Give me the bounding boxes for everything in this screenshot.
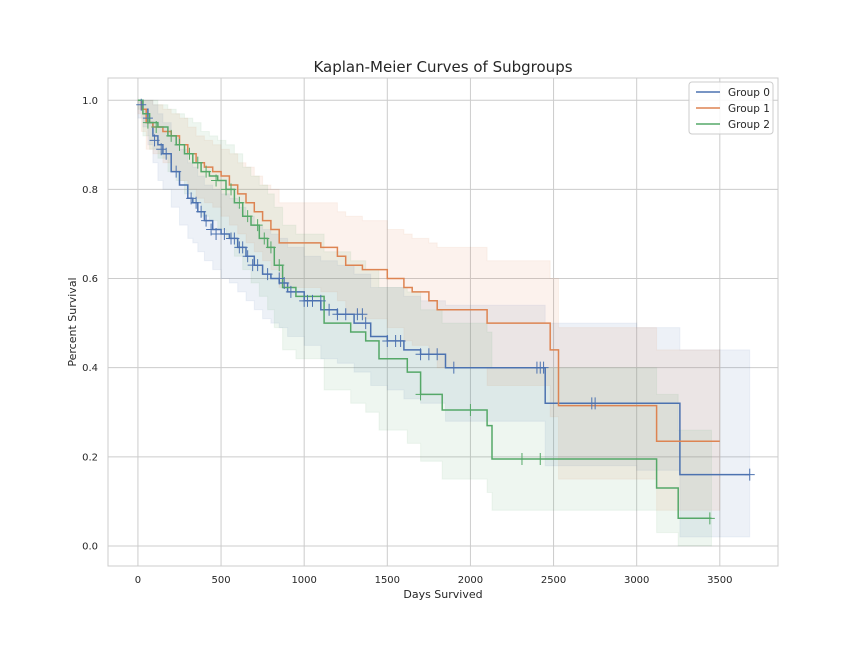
y-tick-label: 0.0 xyxy=(82,541,98,552)
x-tick-label: 500 xyxy=(212,575,231,586)
confidence-band xyxy=(137,99,751,538)
y-tick-label: 0.6 xyxy=(82,274,98,285)
x-tick-label: 1500 xyxy=(375,575,400,586)
censor-mark xyxy=(744,468,755,481)
censor-mark xyxy=(191,196,202,209)
censor-mark xyxy=(136,98,147,111)
censor-mark xyxy=(538,361,549,374)
censor-mark xyxy=(315,294,326,307)
censor-mark xyxy=(465,404,476,417)
x-axis-ticks: 0 500 1000 1500 2000 2500 3000 3500 xyxy=(135,575,733,586)
censor-mark xyxy=(211,174,222,187)
censor-mark xyxy=(274,259,285,272)
censor-mark xyxy=(285,285,296,298)
censor-mark xyxy=(432,348,443,361)
censor-mark xyxy=(357,308,368,321)
censor-mark xyxy=(259,232,270,245)
censor-mark xyxy=(395,334,406,347)
x-tick-label: 2000 xyxy=(458,575,483,586)
confidence-bands xyxy=(137,99,751,547)
y-tick-label: 0.4 xyxy=(82,363,98,374)
censor-mark xyxy=(704,512,715,525)
censor-mark xyxy=(166,129,177,142)
censor-mark xyxy=(151,121,162,134)
x-tick-label: 0 xyxy=(135,575,141,586)
censor-mark xyxy=(252,219,263,232)
x-tick-label: 2500 xyxy=(541,575,566,586)
censor-mark xyxy=(324,303,335,316)
censor-mark xyxy=(184,147,195,160)
censor-mark xyxy=(219,227,230,240)
chart-title: Kaplan-Meier Curves of Subgroups xyxy=(313,58,572,76)
censor-mark xyxy=(360,317,371,330)
censor-mark xyxy=(262,268,273,281)
censor-mark xyxy=(279,277,290,290)
censor-mark xyxy=(242,210,253,223)
censor-mark xyxy=(234,196,245,209)
censor-mark xyxy=(196,205,207,218)
x-tick-label: 3000 xyxy=(624,575,649,586)
censor-mark xyxy=(516,453,527,466)
censor-mark xyxy=(229,232,240,245)
legend-label: Group 1 xyxy=(728,103,770,115)
censor-mark xyxy=(201,165,212,178)
censor-marks xyxy=(136,98,755,525)
y-tick-label: 0.2 xyxy=(82,452,98,463)
censor-mark xyxy=(340,308,351,321)
plot-frame xyxy=(107,77,779,567)
censor-mark xyxy=(171,165,182,178)
grid-lines xyxy=(108,78,778,566)
y-tick-label: 0.8 xyxy=(82,185,98,196)
censor-mark xyxy=(237,241,248,254)
censor-mark xyxy=(242,250,253,263)
censor-mark xyxy=(201,214,212,227)
censor-mark xyxy=(415,388,426,401)
legend-frame xyxy=(688,81,774,135)
censor-mark xyxy=(161,147,172,160)
plot-area xyxy=(107,77,779,567)
censor-mark xyxy=(174,138,185,151)
y-axis-ticks: 0.0 0.2 0.4 0.6 0.8 1.0 xyxy=(82,96,98,553)
censor-mark xyxy=(149,134,160,147)
x-tick-label: 3500 xyxy=(707,575,732,586)
censor-mark xyxy=(192,156,203,169)
legend-label: Group 0 xyxy=(728,87,770,99)
censor-mark xyxy=(226,183,237,196)
censor-mark xyxy=(590,397,601,410)
censor-mark xyxy=(142,116,153,129)
y-axis-label: Percent Survival xyxy=(66,277,79,366)
confidence-band xyxy=(137,99,712,547)
censor-mark xyxy=(265,241,276,254)
y-tick-label: 1.0 xyxy=(82,96,98,107)
legend: Group 0 Group 1 Group 2 xyxy=(688,81,774,135)
legend-label: Group 2 xyxy=(728,119,770,131)
confidence-band xyxy=(137,99,721,511)
x-axis-label: Days Survived xyxy=(403,588,482,601)
censor-mark xyxy=(535,453,546,466)
censor-mark xyxy=(252,259,263,272)
censor-mark xyxy=(448,361,459,374)
x-tick-label: 1000 xyxy=(291,575,316,586)
